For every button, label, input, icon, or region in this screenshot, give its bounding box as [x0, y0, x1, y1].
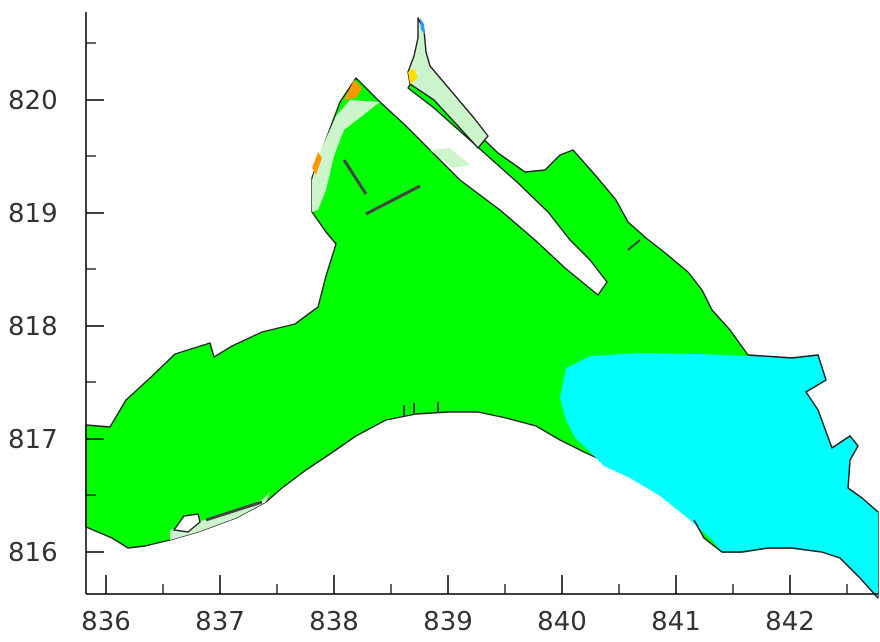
- water-channel-blue-tip: [420, 18, 425, 34]
- x-tick-label-842: 842: [765, 607, 815, 637]
- pier-segment: [627, 239, 641, 251]
- x-tick-label-837: 837: [195, 607, 245, 637]
- water-zone-warm-north: [344, 80, 362, 100]
- water-channel-northeast: [407, 17, 489, 149]
- y-tick-label-817: 817: [8, 425, 58, 455]
- pier-segment: [205, 500, 263, 522]
- pier-segment: [365, 184, 421, 216]
- y-tick-label-816: 816: [8, 538, 58, 568]
- x-tick-label-840: 840: [537, 607, 587, 637]
- x-tick-label-839: 839: [423, 607, 473, 637]
- pier-segment: [342, 159, 368, 195]
- x-tick-label-838: 838: [309, 607, 359, 637]
- y-tick-label-818: 818: [8, 312, 58, 342]
- water-zone-mid-value-northeast: [430, 148, 470, 168]
- water-zone-low-value: [560, 353, 878, 598]
- shoreline-southeast: [693, 354, 879, 599]
- water-zone-mid-value-north: [312, 100, 380, 212]
- x-tick-label-841: 841: [651, 607, 701, 637]
- water-zone-warm-northwest: [312, 152, 322, 175]
- axes: 836 837 838 839 840 841 842 820 819 818 …: [8, 12, 878, 637]
- y-tick-label-819: 819: [8, 199, 58, 229]
- x-tick-label-836: 836: [81, 607, 131, 637]
- island-southwest: [172, 513, 201, 533]
- y-tick-label-820: 820: [8, 86, 58, 116]
- water-channel-warm-tip: [408, 68, 418, 84]
